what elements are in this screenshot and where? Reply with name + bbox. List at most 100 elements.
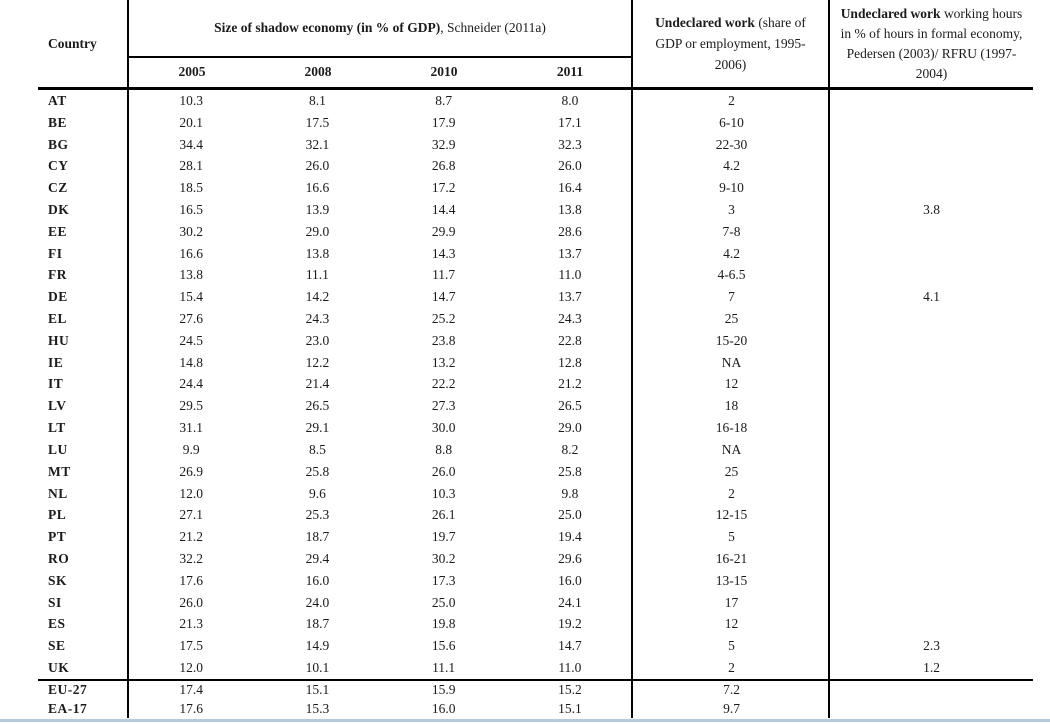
country-code: EA-17 [48,700,88,716]
year-2005-value: 26.9 [179,463,203,479]
year-2005-value: 16.6 [179,245,203,261]
year-2011-value: 32.3 [558,136,582,152]
year-2011-value: 9.8 [561,485,579,501]
group-header-source-text: , Schneider (2011a) [440,20,546,35]
undeclared-work-value: 4.2 [723,245,740,261]
year-2008-value: 24.0 [305,594,330,610]
year-2005-value: 21.3 [179,616,203,632]
year-2008-value: 10.1 [305,660,330,676]
vertical-rule-hours [828,0,830,718]
group-header-underline [128,56,631,58]
year-2011-value: 25.8 [558,463,582,479]
group-header-text: Size of shadow economy (in % of GDP), Sc… [214,20,546,36]
table-row: DK 16.5 13.9 14.4 13.8 3 3.8 [0,199,1050,221]
year-2011-value: 24.1 [558,594,582,610]
year-2008-value: 11.1 [305,267,329,283]
year-2011-value: 16.0 [558,572,582,588]
year-2008-value: 13.9 [305,201,330,217]
country-code: PT [48,529,67,545]
undeclared-hours-value: 3.8 [923,201,940,217]
year-2008-value: 25.8 [305,463,330,479]
undeclared-work-value: 2 [728,485,735,501]
year-2008-value: 18.7 [305,616,330,632]
year-2005-value: 21.2 [179,529,203,545]
year-2008-value: 15.3 [305,700,330,716]
year-2010-value: 26.0 [431,463,456,479]
table-row: ES 21.3 18.7 19.8 19.2 12 [0,614,1050,636]
table-row: LV 29.5 26.5 27.3 26.5 18 [0,395,1050,417]
country-code: EU-27 [48,682,88,698]
year-2005-value: 24.5 [179,332,203,348]
year-2011-value: 29.6 [558,550,582,566]
undeclared-work-value: 17 [724,594,739,610]
table-row: FR 13.8 11.1 11.7 11.0 4-6.5 [0,265,1050,287]
table-row: LU 9.9 8.5 8.8 8.2 NA [0,439,1050,461]
year-2008-value: 15.1 [305,682,330,698]
year-2008-value: 9.6 [308,485,326,501]
header-bottom-rule [38,87,1033,90]
year-2005-value: 16.5 [179,201,203,217]
year-2011-value: 11.0 [558,660,582,676]
year-2008-value: 26.0 [305,158,330,174]
year-2010-value: 19.8 [431,616,456,632]
undeclared-hours-column-header: Undeclared work working hours in % of ho… [830,0,1033,87]
year-2008-value: 24.3 [305,311,330,327]
country-code: UK [48,660,70,676]
table-row: EE 30.2 29.0 29.9 28.6 7-8 [0,221,1050,243]
undeclared-work-value: 9.7 [723,700,740,716]
undeclared-work-value: 25 [724,311,739,327]
table-rows: AT 10.3 8.1 8.7 8.0 2 BE 20.1 17.5 17.9 17.1 6-10 BG… [0,90,1050,679]
undeclared-work-value: 4.2 [723,158,740,174]
year-2005-value: 12.0 [179,660,203,676]
table-row: UK 12.0 10.1 11.1 11.0 2 1.2 [0,657,1050,679]
summary-separator-rule [38,679,1033,681]
table-row: SK 17.6 16.0 17.3 16.0 13-15 [0,570,1050,592]
year-column-header-2005: 2005 [178,63,206,79]
undeclared-work-value: 7.2 [723,682,740,698]
year-2010-value: 14.7 [431,289,456,305]
year-2011-value: 14.7 [558,638,582,654]
year-2011-value: 12.8 [558,354,582,370]
country-code: CZ [48,180,68,196]
year-2010-value: 13.2 [431,354,456,370]
undeclared-work-value: 13-15 [715,572,748,588]
year-2010-value: 11.1 [432,660,456,676]
year-2011-value: 13.8 [558,201,582,217]
year-2005-value: 32.2 [179,550,203,566]
country-code: SI [48,594,62,610]
shadow-economy-group-header: Size of shadow economy (in % of GDP), Sc… [129,0,631,56]
year-2005-value: 18.5 [179,180,203,196]
year-2011-value: 11.0 [558,267,582,283]
year-2010-value: 10.3 [431,485,456,501]
country-code: LU [48,441,68,457]
undeclared-work-column-header: Undeclared work (share of GDP or employm… [633,0,828,87]
undeclared-work-value: 12 [724,616,739,632]
year-column-header-2011: 2011 [556,63,584,79]
year-2008-value: 18.7 [305,529,330,545]
undeclared-work-value: 5 [728,638,735,654]
year-2011-value: 26.0 [558,158,582,174]
year-2008-value: 17.5 [305,114,330,130]
year-2005-value: 12.0 [179,485,203,501]
year-2010-value: 14.4 [431,201,456,217]
year-2008-value: 8.1 [308,92,326,108]
year-2011-value: 24.3 [558,311,582,327]
year-2005-value: 24.4 [179,376,203,392]
year-2008-value: 21.4 [305,376,330,392]
year-2008-value: 25.3 [305,507,330,523]
page-bottom-divider [0,719,1050,722]
undeclared-work-value: 4-6.5 [717,267,746,283]
country-code: NL [48,485,68,501]
undeclared-work-value: 12 [724,376,739,392]
year-2011-value: 28.6 [558,223,582,239]
year-2011-value: 19.4 [558,529,582,545]
year-2011-value: 16.4 [558,180,582,196]
year-2011-value: 26.5 [558,398,582,414]
year-2010-value: 15.6 [431,638,456,654]
country-code: BG [48,136,69,152]
undeclared-work-value: 15-20 [715,332,748,348]
undeclared-header-bold-text: Undeclared work [655,15,755,30]
year-2005-value: 17.6 [179,700,203,716]
table-row: IE 14.8 12.2 13.2 12.8 NA [0,352,1050,374]
